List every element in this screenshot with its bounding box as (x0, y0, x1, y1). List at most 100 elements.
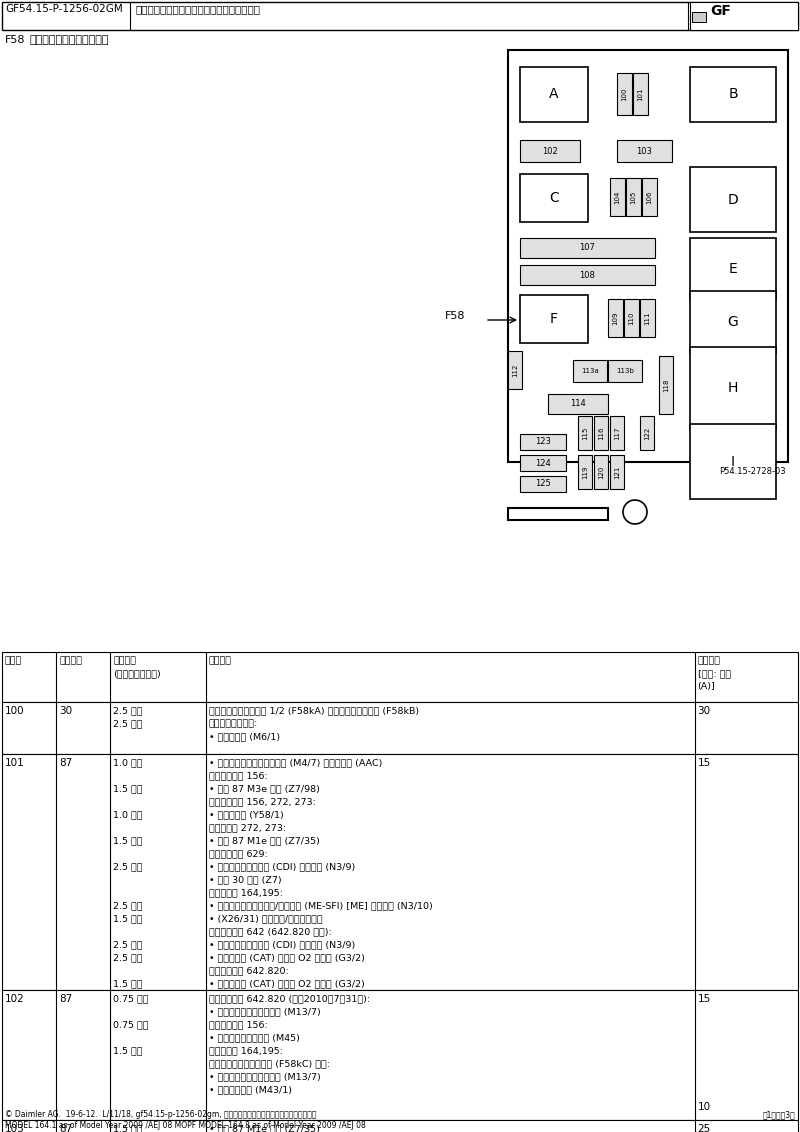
Text: 87: 87 (59, 994, 72, 1004)
Text: © Daimler AG.  19-6-12.  L/11/18, gf54.15-p-1256-02gm, 发动机舱右侧保险丝和继电器盒的保险丝分配: © Daimler AG. 19-6-12. L/11/18, gf54.15-… (5, 1110, 317, 1120)
Text: 适用于发动机 156:: 适用于发动机 156: (209, 1020, 267, 1029)
Text: 0.75 红蓝: 0.75 红蓝 (114, 1020, 149, 1029)
Text: 107: 107 (579, 243, 595, 252)
Text: 15: 15 (698, 758, 710, 767)
Text: GF54.15-P-1256-02GM: GF54.15-P-1256-02GM (5, 5, 122, 14)
Text: 10: 10 (698, 1101, 710, 1112)
Bar (2, 702, 798, 754)
Text: 夹紧装置: 夹紧装置 (59, 657, 82, 664)
Bar (610, 455, 624, 489)
Text: 熔断功能: 熔断功能 (209, 657, 232, 664)
Text: 2.5 灰黑: 2.5 灰黑 (114, 706, 142, 715)
Text: • 催化转换器 (CAT) 上游的 O2 传感器 (G3/2): • 催化转换器 (CAT) 上游的 O2 传感器 (G3/2) (209, 979, 365, 988)
Text: 1.0 粉色: 1.0 粉色 (114, 758, 142, 767)
Bar (594, 415, 608, 451)
Text: 111: 111 (645, 311, 650, 325)
Text: • 带集成式控制辅助风扇马达 (M4/7) 的自动空调 (AAC): • 带集成式控制辅助风扇马达 (M4/7) 的自动空调 (AAC) (209, 758, 382, 767)
Text: • 共轨喷射系统柴油机 (CDI) 控制单元 (N3/9): • 共轨喷射系统柴油机 (CDI) 控制单元 (N3/9) (209, 861, 355, 871)
Text: 120: 120 (598, 465, 604, 479)
Bar (640, 415, 654, 451)
Text: 适用于发动机 156, 272, 273:: 适用于发动机 156, 272, 273: (209, 797, 316, 806)
Text: 112: 112 (512, 363, 518, 377)
Text: 87: 87 (59, 758, 72, 767)
Bar (626, 178, 641, 216)
Text: 通过冷却液循环泵继电器 (F58kC) 切换:: 通过冷却液循环泵继电器 (F58kC) 切换: (209, 1060, 330, 1067)
Text: 106: 106 (646, 190, 653, 204)
Bar (2, 754, 798, 990)
Bar (520, 455, 566, 471)
Text: C: C (549, 191, 559, 205)
Text: 2.5 粉白: 2.5 粉白 (114, 861, 142, 871)
Text: • (X26/31) 发动机舱/发动机连接器: • (X26/31) 发动机舱/发动机连接器 (209, 914, 322, 923)
Bar (617, 72, 632, 115)
Bar (690, 2, 798, 31)
Text: • 接头 87 M3e 结点 (Z7/98): • 接头 87 M3e 结点 (Z7/98) (209, 784, 320, 794)
Text: 100: 100 (622, 87, 627, 101)
Bar (2, 1120, 798, 1132)
Text: 113b: 113b (616, 368, 634, 374)
Bar (690, 291, 776, 353)
Bar (2, 652, 798, 702)
Text: B: B (728, 87, 738, 102)
Text: 2.5 灰白: 2.5 灰白 (114, 719, 142, 728)
Text: 发动机舱保险丝和继电器盒: 发动机舱保险丝和继电器盒 (30, 35, 110, 45)
Bar (508, 508, 608, 520)
Text: 额定电流: 额定电流 (698, 657, 721, 664)
Bar (690, 348, 776, 429)
Text: [单位: 安培: [单位: 安培 (698, 669, 730, 678)
Bar (690, 238, 776, 300)
Text: 用保险丝加以保护:: 用保险丝加以保护: (209, 719, 258, 728)
Text: 发动机舱右侧保险丝和继电器盒的保险丝分配: 发动机舱右侧保险丝和继电器盒的保险丝分配 (135, 5, 260, 14)
Bar (692, 12, 706, 22)
Text: E: E (729, 261, 738, 276)
Text: • 变速箱油冷却器再循环泵 (M13/7): • 变速箱油冷却器再循环泵 (M13/7) (209, 1007, 321, 1017)
Text: • 变速箱油冷却器再循环泵 (M13/7): • 变速箱油冷却器再循环泵 (M13/7) (209, 1072, 321, 1081)
Text: F58: F58 (5, 35, 26, 45)
Text: 1.5 红蓝: 1.5 红蓝 (114, 1046, 142, 1055)
Text: • 电路 30 结点 (Z7): • 电路 30 结点 (Z7) (209, 875, 282, 884)
Text: 适用于发动机 642.820 (截至2010年7月31日):: 适用于发动机 642.820 (截至2010年7月31日): (209, 994, 370, 1003)
Text: 113a: 113a (581, 368, 599, 374)
Text: 102: 102 (5, 994, 25, 1004)
Text: 2.5 粉白: 2.5 粉白 (114, 901, 142, 910)
Text: MODEL 164.1 as of Model Year 2009 /AEJ 08 MOPF MODEL 164.8 as of Model Year 2009: MODEL 164.1 as of Model Year 2009 /AEJ 0… (5, 1121, 366, 1130)
Text: 25: 25 (698, 1124, 710, 1132)
Text: 103: 103 (637, 146, 653, 155)
Bar (2, 2, 798, 31)
Text: 100: 100 (5, 706, 25, 717)
Bar (633, 72, 648, 115)
Text: • 接头 87 M1e 结点 (Z7/35): • 接头 87 M1e 结点 (Z7/35) (209, 837, 320, 844)
Text: 15: 15 (698, 994, 710, 1004)
Text: 117: 117 (614, 427, 620, 439)
Text: I: I (731, 455, 735, 469)
Text: 87: 87 (59, 1124, 72, 1132)
Text: 2.5 粉白: 2.5 粉白 (114, 953, 142, 962)
Text: 1.5 粉蓝: 1.5 粉蓝 (114, 837, 142, 844)
Text: 2.5 粉黑: 2.5 粉黑 (114, 940, 142, 949)
Text: 121: 121 (614, 465, 620, 479)
Text: 适用于发动机 629:: 适用于发动机 629: (209, 849, 267, 858)
Text: • 接头 87 M1e 结点 (Z7/35): • 接头 87 M1e 结点 (Z7/35) (209, 1124, 320, 1132)
Bar (520, 265, 655, 285)
Text: 适用于发动机 642.820:: 适用于发动机 642.820: (209, 966, 289, 975)
Text: 124: 124 (535, 458, 551, 468)
Text: 101: 101 (638, 87, 643, 101)
Text: 电缆标识: 电缆标识 (114, 657, 136, 664)
Text: • 雨刮器马达 (M6/1): • 雨刮器马达 (M6/1) (209, 732, 280, 741)
Text: 118: 118 (663, 378, 669, 392)
Text: 1.5 粉黑: 1.5 粉黑 (114, 1124, 142, 1132)
Bar (508, 351, 522, 389)
Text: 适用于车型 164,195:: 适用于车型 164,195: (209, 887, 282, 897)
Text: A: A (550, 87, 558, 102)
Bar (520, 140, 580, 162)
Text: H: H (728, 381, 738, 395)
Text: 125: 125 (535, 480, 551, 489)
Text: GF: GF (710, 5, 731, 18)
Text: 114: 114 (570, 400, 586, 409)
Bar (508, 50, 788, 462)
Bar (578, 455, 592, 489)
Text: • 低温冷却液泵 (M43/1): • 低温冷却液泵 (M43/1) (209, 1084, 292, 1094)
Text: 适用于发动机 156:: 适用于发动机 156: (209, 771, 267, 780)
Bar (624, 299, 639, 337)
Text: P54.15-2728-03: P54.15-2728-03 (719, 468, 786, 475)
